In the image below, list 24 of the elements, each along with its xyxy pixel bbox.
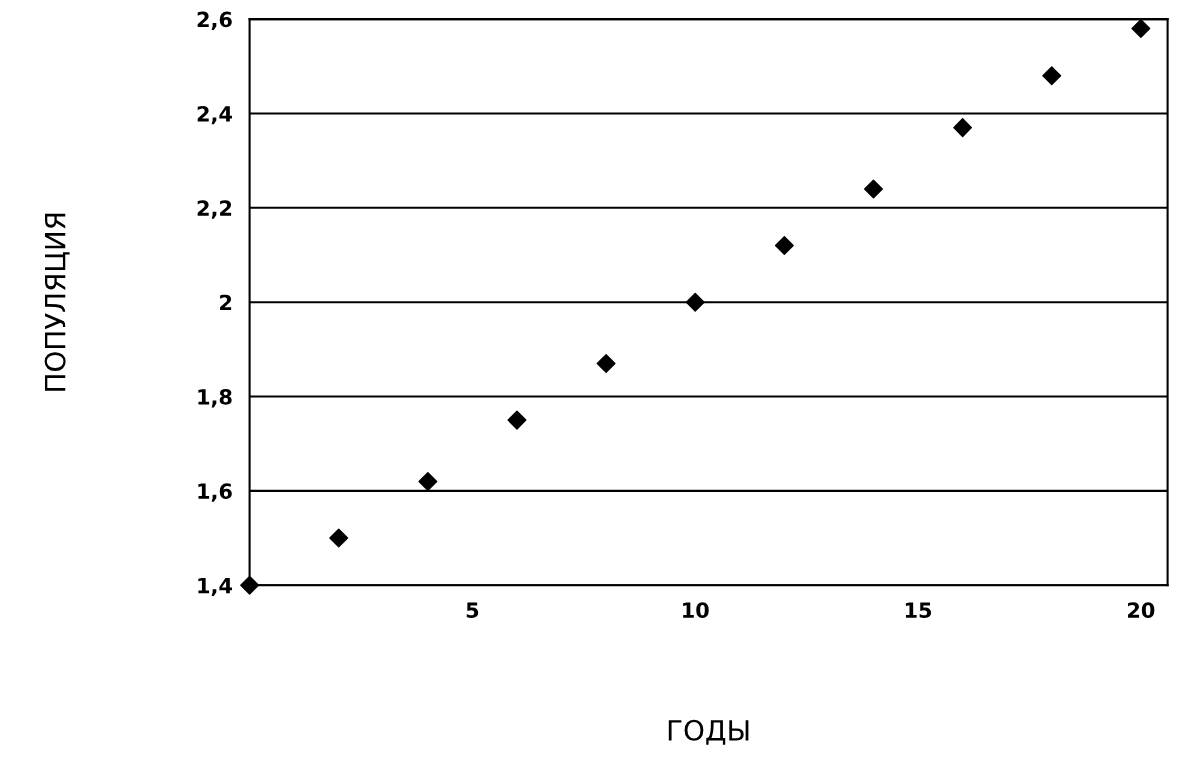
y-tick-label: 1,4 bbox=[198, 577, 232, 597]
point bbox=[240, 575, 260, 595]
x-tick-label: 15 bbox=[905, 602, 932, 619]
x-tick-label: 20 bbox=[1128, 602, 1155, 619]
point bbox=[596, 354, 616, 373]
y-tick-label: 1,6 bbox=[198, 483, 232, 502]
point bbox=[864, 179, 883, 199]
y-tick-label: 1,8 bbox=[198, 388, 232, 408]
y-tick-label: 2,4 bbox=[197, 105, 232, 125]
x-tick-label: 5 bbox=[466, 602, 479, 619]
point bbox=[685, 292, 705, 312]
point bbox=[329, 528, 349, 548]
x-axis-title: ГОДЫ bbox=[668, 719, 749, 745]
point bbox=[1042, 66, 1062, 86]
point bbox=[953, 118, 973, 138]
x-tick-label: 10 bbox=[683, 602, 709, 619]
point bbox=[774, 236, 794, 256]
y-tick-label: 2,2 bbox=[197, 200, 232, 219]
point bbox=[418, 471, 438, 491]
point bbox=[1131, 19, 1151, 39]
y-axis-title: ПОПУЛЯЦИЯ bbox=[44, 213, 70, 391]
point bbox=[507, 410, 527, 430]
y-tick-label: 2,6 bbox=[197, 11, 232, 30]
y-tick-label: 2 bbox=[220, 294, 232, 311]
